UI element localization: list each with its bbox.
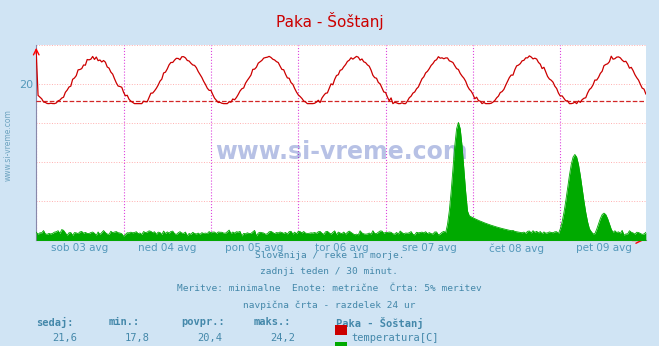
Text: zadnji teden / 30 minut.: zadnji teden / 30 minut. [260,267,399,276]
Text: Paka - Šoštanj: Paka - Šoštanj [275,12,384,30]
Text: min.:: min.: [109,317,140,327]
Text: Slovenija / reke in morje.: Slovenija / reke in morje. [255,251,404,260]
Text: www.si-vreme.com: www.si-vreme.com [3,109,13,181]
Text: Paka - Šoštanj: Paka - Šoštanj [336,317,424,329]
Text: povpr.:: povpr.: [181,317,225,327]
Text: navpična črta - razdelek 24 ur: navpična črta - razdelek 24 ur [243,301,416,310]
Text: sedaj:: sedaj: [36,317,74,328]
Text: 17,8: 17,8 [125,333,150,343]
Text: 24,2: 24,2 [270,333,295,343]
Text: 21,6: 21,6 [53,333,78,343]
Text: 20,4: 20,4 [198,333,223,343]
Text: maks.:: maks.: [254,317,291,327]
Text: temperatura[C]: temperatura[C] [351,333,439,343]
Text: www.si-vreme.com: www.si-vreme.com [215,140,467,164]
Text: Meritve: minimalne  Enote: metrične  Črta: 5% meritev: Meritve: minimalne Enote: metrične Črta:… [177,284,482,293]
